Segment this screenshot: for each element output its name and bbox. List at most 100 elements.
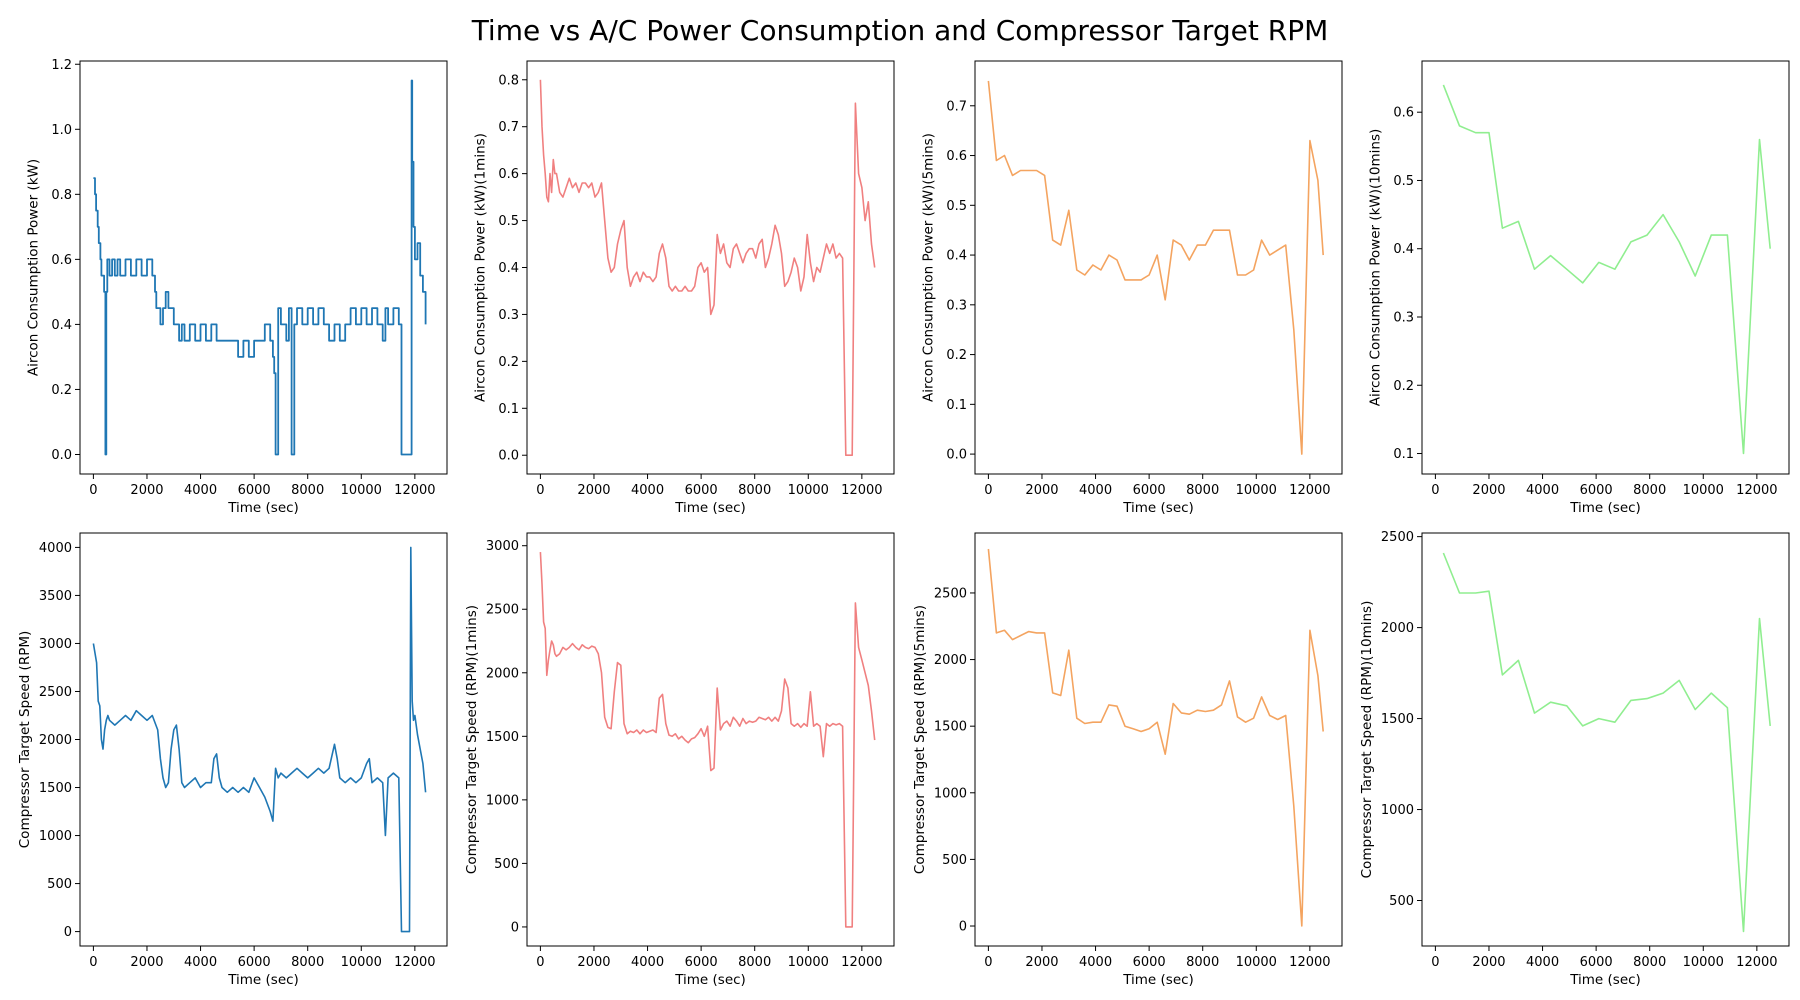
y-tick-label: 0.8 xyxy=(51,188,72,203)
x-tick-label: 8000 xyxy=(1186,955,1219,970)
subplot-1: 0 2000 4000 6000 8000 10000 12000 0.0 0.2 0.4 0.6 0… xyxy=(25,58,448,516)
x-tick-label: 4000 xyxy=(1079,483,1112,498)
y-tick-label: 0.0 xyxy=(51,448,72,463)
y-tick-label: 0 xyxy=(64,925,72,940)
x-tick-label: 12000 xyxy=(394,483,435,498)
axes-frame xyxy=(526,60,895,475)
y-tick-label: 0.0 xyxy=(498,449,519,464)
x-tick-label: 10000 xyxy=(341,483,382,498)
y-tick-label: 0.1 xyxy=(1393,447,1414,462)
x-tick-label: 10000 xyxy=(341,955,382,970)
x-tick-label: 4000 xyxy=(1526,955,1559,970)
x-tick-label: 0 xyxy=(1431,955,1439,970)
x-tick-label: 12000 xyxy=(1289,955,1330,970)
series-line xyxy=(1442,84,1771,455)
y-tick-label: 2500 xyxy=(486,603,519,618)
y-tick-label: 0.5 xyxy=(1393,174,1414,189)
y-tick-label: 0.2 xyxy=(498,355,519,370)
x-tick-label: 8000 xyxy=(1186,483,1219,498)
axes-frame xyxy=(974,532,1343,947)
series-line xyxy=(539,79,876,457)
y-axis-label: Aircon Consumption Power (kW)(1mins) xyxy=(472,133,488,402)
y-tick-label: 0.6 xyxy=(946,149,967,164)
y-tick-label: 0.5 xyxy=(498,214,519,229)
x-tick-label: 0 xyxy=(536,955,544,970)
x-tick-label: 6000 xyxy=(1580,955,1613,970)
y-tick-label: 1000 xyxy=(486,793,519,808)
y-tick-label: 0.6 xyxy=(498,167,519,182)
x-tick-label: 12000 xyxy=(841,955,882,970)
y-tick-label: 2000 xyxy=(486,666,519,681)
x-tick-label: 4000 xyxy=(631,955,664,970)
y-tick-label: 0.2 xyxy=(1393,379,1414,394)
x-axis-label: Time (sec) xyxy=(674,972,746,988)
x-tick-label: 10000 xyxy=(1236,483,1277,498)
y-tick-label: 1500 xyxy=(934,720,967,735)
y-tick-label: 1000 xyxy=(39,829,72,844)
y-tick-label: 500 xyxy=(942,853,967,868)
y-tick-label: 2000 xyxy=(934,653,967,668)
y-tick-label: 4000 xyxy=(39,541,72,556)
x-tick-label: 8000 xyxy=(1633,483,1666,498)
subplot-8: 0 2000 4000 6000 8000 10000 12000 500 1000 1500 20… xyxy=(1359,530,1790,988)
series-line xyxy=(92,546,427,933)
y-tick-label: 2000 xyxy=(1381,621,1414,636)
y-tick-label: 0.4 xyxy=(946,249,967,264)
x-tick-label: 0 xyxy=(89,955,97,970)
x-tick-label: 6000 xyxy=(685,955,718,970)
x-tick-label: 0 xyxy=(536,483,544,498)
y-tick-label: 500 xyxy=(1389,894,1414,909)
subplot-3: 0 2000 4000 6000 8000 10000 12000 0.0 0.1 0.2 0.3 0… xyxy=(920,60,1343,516)
y-tick-label: 0 xyxy=(511,920,519,935)
x-tick-label: 2000 xyxy=(130,955,163,970)
x-tick-label: 6000 xyxy=(1133,955,1166,970)
y-tick-label: 0.4 xyxy=(498,261,519,276)
x-tick-label: 8000 xyxy=(1633,955,1666,970)
axes-frame xyxy=(526,532,895,947)
x-tick-label: 2000 xyxy=(577,955,610,970)
x-axis-label: Time (sec) xyxy=(1569,972,1641,988)
y-axis-label: Compressor Target Speed (RPM) xyxy=(17,631,33,849)
y-tick-label: 0.2 xyxy=(51,383,72,398)
x-tick-label: 2000 xyxy=(130,483,163,498)
y-tick-label: 0.7 xyxy=(946,99,967,114)
x-tick-label: 4000 xyxy=(1526,483,1559,498)
y-tick-label: 3500 xyxy=(39,589,72,604)
y-tick-label: 0.3 xyxy=(1393,310,1414,325)
x-tick-label: 4000 xyxy=(1079,955,1112,970)
subplot-7: 0 2000 4000 6000 8000 10000 12000 0 500 1000 1500 2… xyxy=(912,532,1343,988)
x-tick-label: 12000 xyxy=(1289,483,1330,498)
y-tick-label: 3000 xyxy=(39,637,72,652)
x-tick-label: 2000 xyxy=(577,483,610,498)
x-axis-label: Time (sec) xyxy=(227,972,299,988)
subplot-6: 0 2000 4000 6000 8000 10000 12000 0 500 1000 1500 2… xyxy=(464,532,895,988)
y-tick-label: 0.1 xyxy=(946,398,967,413)
y-tick-label: 2500 xyxy=(1381,530,1414,545)
series-line xyxy=(539,552,876,928)
subplot-5: 0 2000 4000 6000 8000 10000 12000 0 500 1000 1500 2… xyxy=(17,532,448,988)
y-tick-label: 0.3 xyxy=(946,298,967,313)
axes-frame xyxy=(79,60,448,475)
y-tick-label: 2000 xyxy=(39,733,72,748)
subplot-4: 0 2000 4000 6000 8000 10000 12000 0.1 0.2 0.3 0.4 0… xyxy=(1367,60,1790,516)
x-tick-label: 6000 xyxy=(1580,483,1613,498)
y-tick-label: 0.7 xyxy=(498,120,519,135)
y-tick-label: 0.3 xyxy=(498,308,519,323)
x-tick-label: 4000 xyxy=(184,483,217,498)
x-tick-label: 6000 xyxy=(238,483,271,498)
y-tick-label: 500 xyxy=(494,857,519,872)
y-tick-label: 1500 xyxy=(39,781,72,796)
y-tick-label: 0.5 xyxy=(946,199,967,214)
y-tick-label: 0 xyxy=(959,920,967,935)
x-tick-label: 2000 xyxy=(1025,483,1058,498)
y-axis-label: Compressor Target Speed (RPM)(10mins) xyxy=(1359,601,1375,879)
x-tick-label: 0 xyxy=(89,483,97,498)
y-tick-label: 0.2 xyxy=(946,348,967,363)
x-axis-label: Time (sec) xyxy=(1122,500,1194,516)
x-tick-label: 10000 xyxy=(1683,955,1724,970)
x-tick-label: 8000 xyxy=(738,955,771,970)
y-tick-label: 0.8 xyxy=(498,73,519,88)
x-tick-label: 8000 xyxy=(738,483,771,498)
